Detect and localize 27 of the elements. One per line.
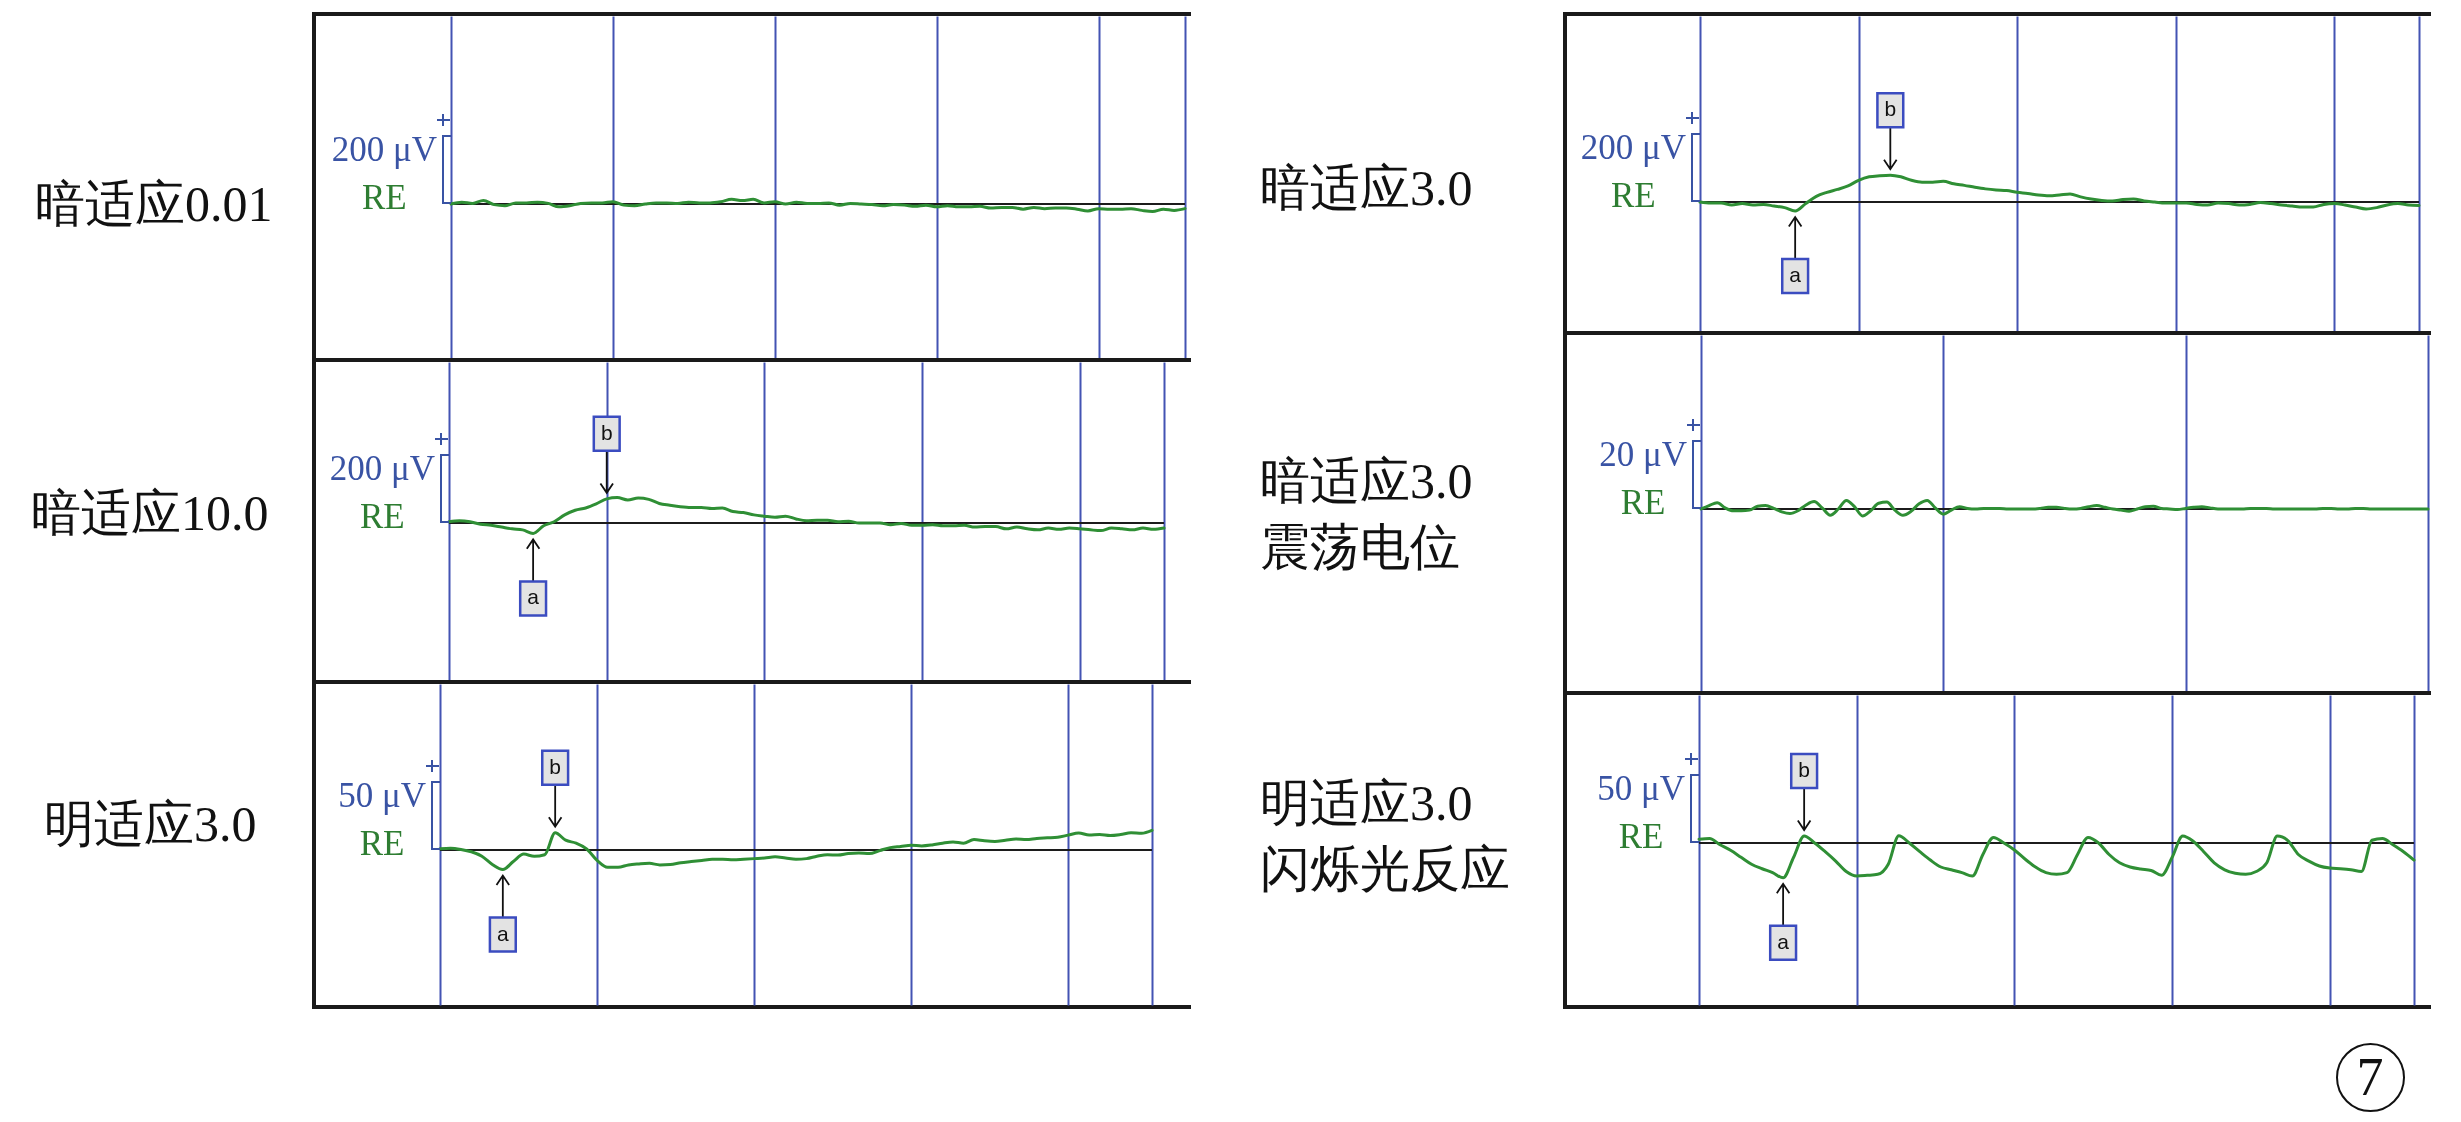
chart-title: 暗适应3.0 震荡电位 bbox=[1260, 452, 1473, 577]
text: 50 μV bbox=[338, 775, 426, 817]
text: 20 μV bbox=[1599, 434, 1687, 476]
text: RE bbox=[359, 823, 405, 865]
chart-title: 暗适应3.0 bbox=[1260, 159, 1473, 218]
text: 50 μV bbox=[1597, 768, 1685, 810]
text: RE bbox=[361, 177, 407, 219]
chart-title: 明适应3.0 闪烁光反应 bbox=[1260, 774, 1510, 899]
text: 200 μV bbox=[329, 448, 435, 490]
annotation: b bbox=[1798, 758, 1810, 782]
annotation: b bbox=[1884, 97, 1897, 121]
chart-title: 暗适应10.0 bbox=[31, 484, 269, 543]
text: RE bbox=[1618, 816, 1664, 858]
text: RE bbox=[1610, 175, 1656, 217]
text: 200 μV bbox=[1580, 127, 1686, 169]
text: 7 bbox=[2356, 1047, 2384, 1107]
text: 200 μV bbox=[331, 129, 437, 171]
annotation: b bbox=[600, 420, 613, 444]
annotation: a bbox=[527, 585, 540, 609]
text: RE bbox=[359, 496, 405, 538]
annotation: b bbox=[549, 754, 562, 778]
annotation: a bbox=[1789, 263, 1802, 287]
chart-title: 明适应3.0 bbox=[44, 795, 257, 854]
chart-title: 暗适应0.01 bbox=[35, 175, 273, 234]
text: RE bbox=[1620, 482, 1666, 524]
annotation: a bbox=[1777, 929, 1790, 953]
annotation: a bbox=[496, 921, 509, 945]
